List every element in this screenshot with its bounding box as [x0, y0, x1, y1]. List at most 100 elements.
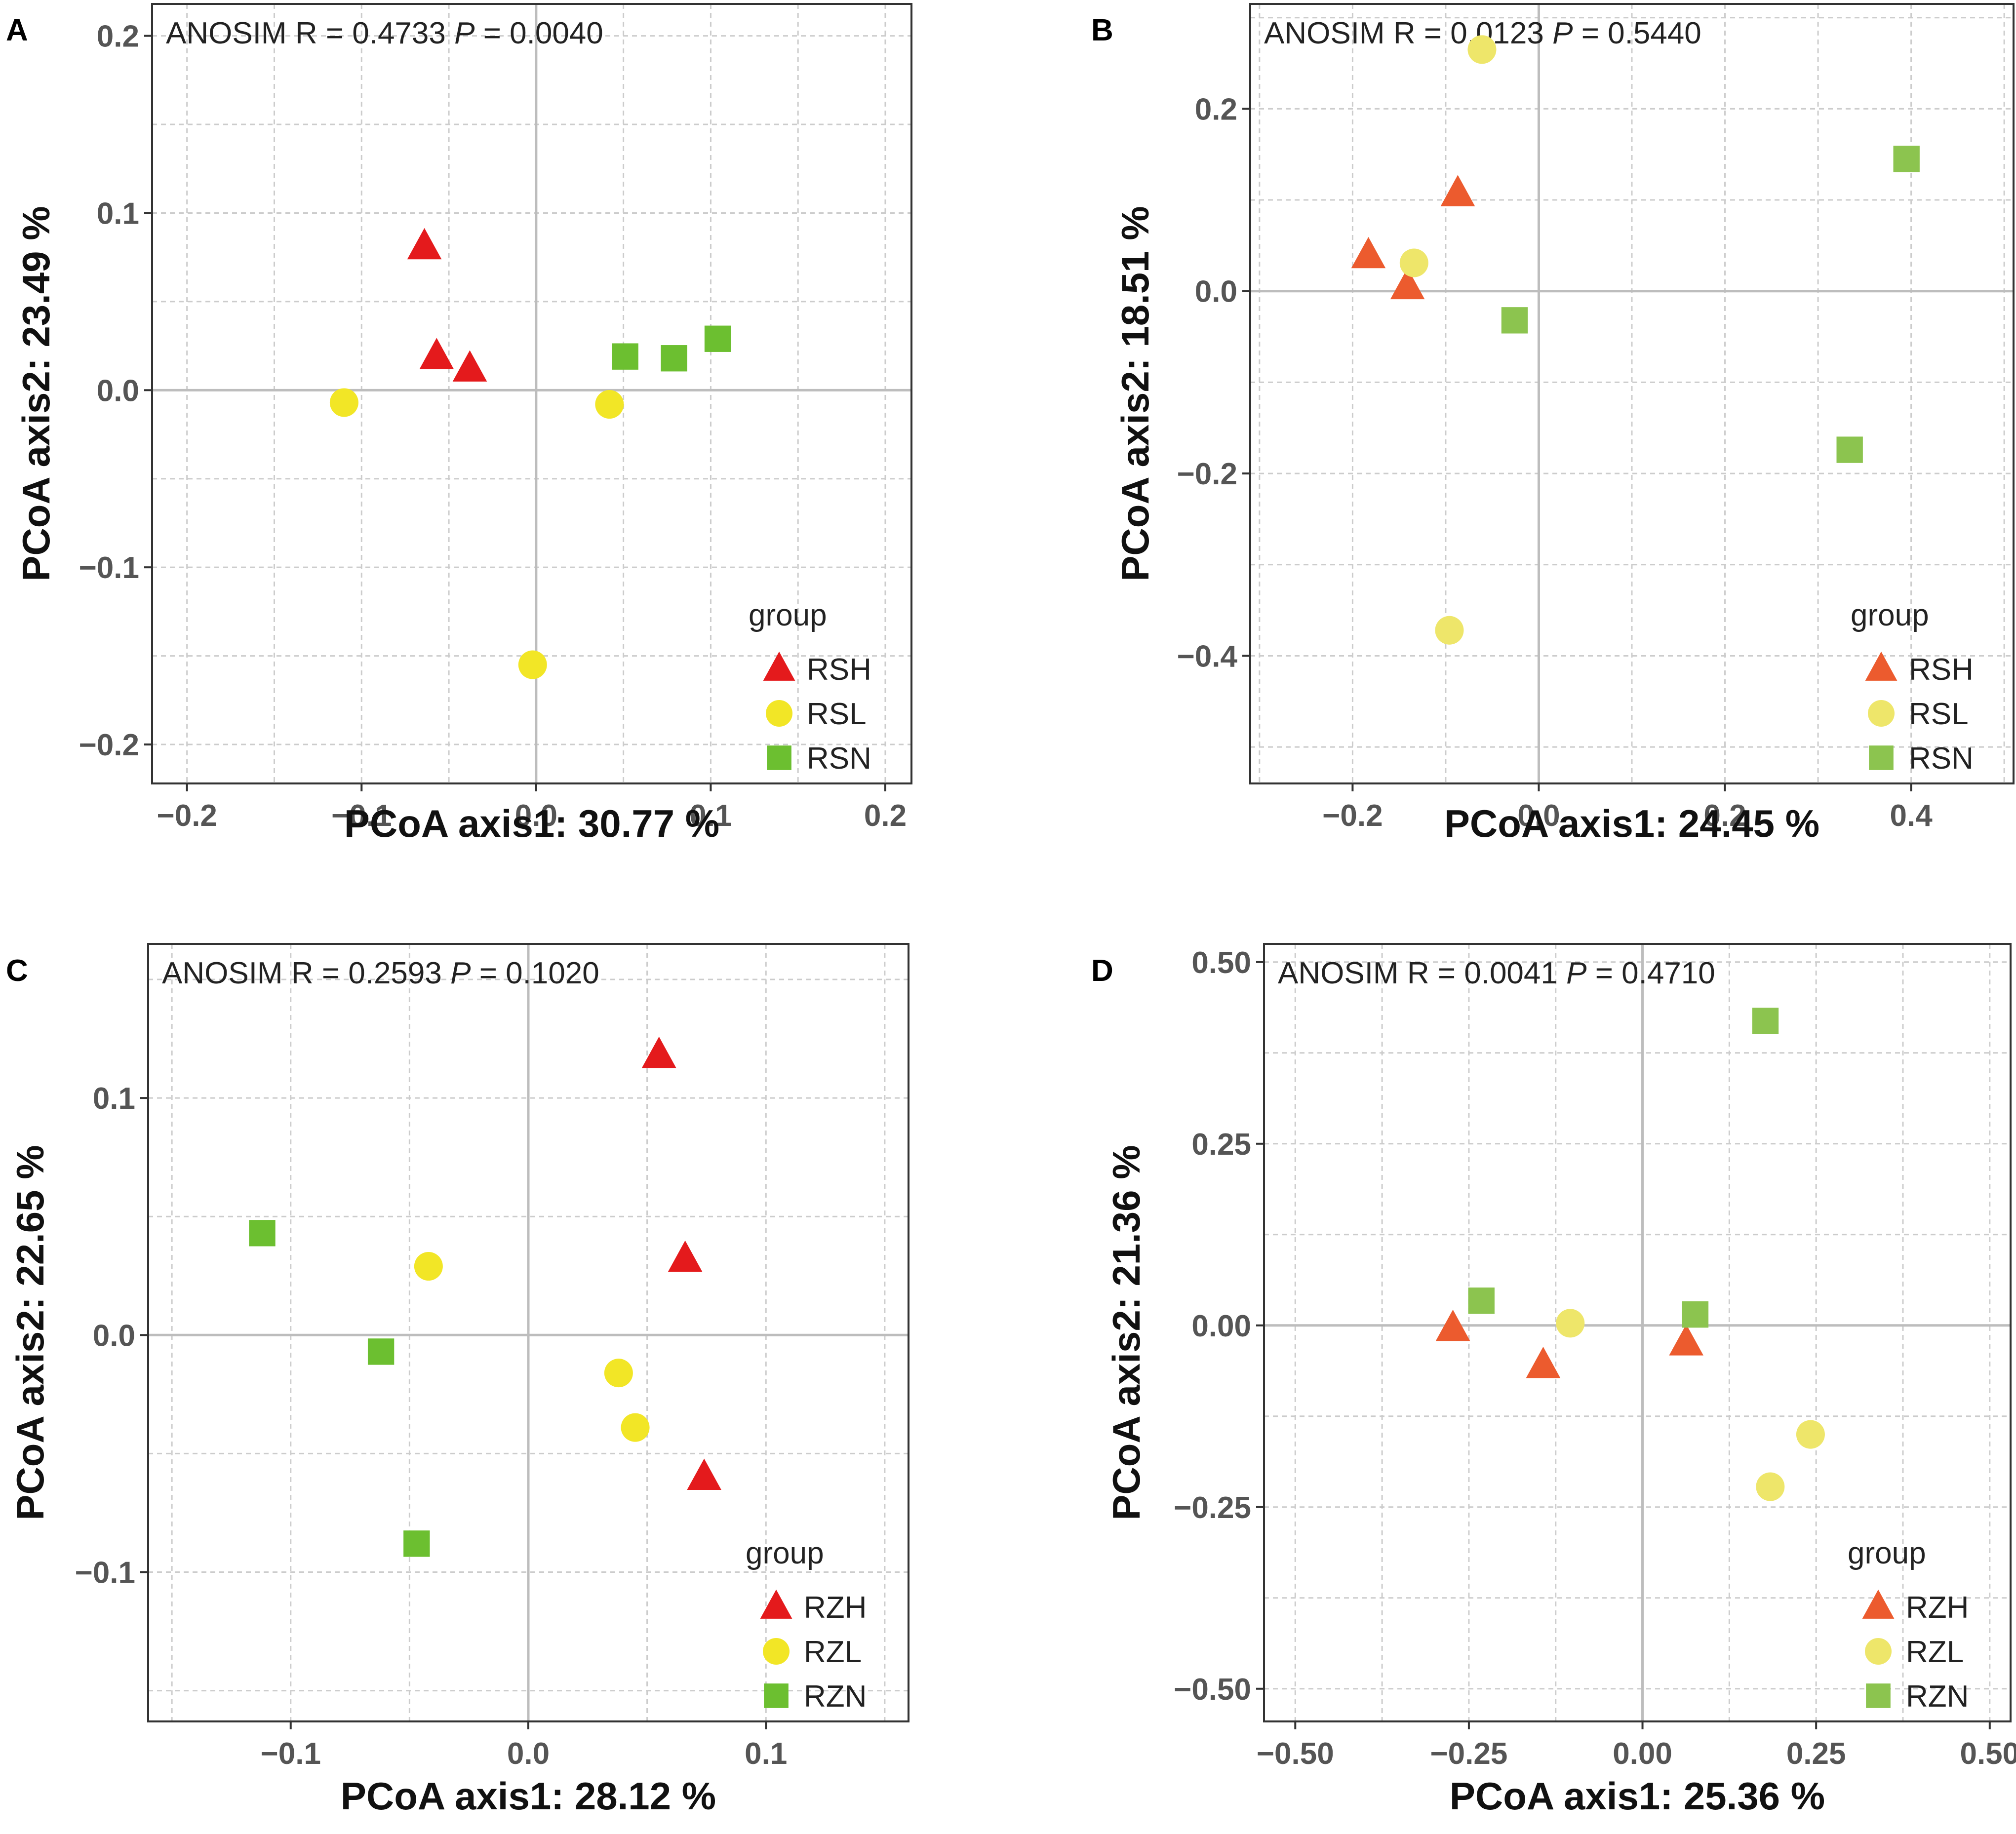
y-tick-label: 0.1 — [97, 196, 139, 231]
point-rsh — [452, 350, 487, 382]
x-axis-label: PCoA axis1: 28.12 % — [341, 1774, 716, 1818]
point-rzl — [1556, 1309, 1585, 1338]
legend-label-rzl: RZL — [804, 1635, 862, 1669]
data-points — [1351, 35, 1920, 645]
anosim-label: ANOSIM — [1264, 16, 1393, 50]
x-tick-label: 0.4 — [1890, 799, 1933, 833]
legend-key-rsh — [1865, 651, 1897, 681]
point-rzh — [687, 1458, 721, 1490]
y-tick-label: 0.0 — [93, 1319, 135, 1353]
y-tick-label: 0.50 — [1191, 946, 1251, 980]
x-tick-label: 0.0 — [515, 799, 557, 833]
y-tick-label: −0.1 — [79, 551, 139, 585]
legend-key-rsl — [1868, 700, 1895, 727]
legend-key-rzh — [760, 1589, 792, 1619]
point-rzn — [1682, 1301, 1709, 1328]
legend: group RSH RSL RSN — [749, 598, 871, 776]
legend-label-rsn: RSN — [807, 741, 871, 776]
point-rsh — [1390, 268, 1425, 300]
point-rzh — [668, 1240, 703, 1272]
axis-ticks: −0.2 0.0 0.2 0.4 −0.4 −0.2 0.0 0.2 — [1177, 92, 1933, 833]
y-tick-label: −0.2 — [79, 728, 139, 762]
plot-frame — [1249, 3, 2015, 784]
legend-label-rzn: RZN — [804, 1679, 867, 1714]
legend-key-rzl — [763, 1638, 790, 1665]
point-rzh — [1435, 1309, 1470, 1341]
data-points — [249, 1036, 721, 1557]
point-rsn — [612, 343, 638, 370]
point-rzh — [641, 1036, 676, 1068]
point-rzn — [1468, 1288, 1495, 1314]
point-rsn — [661, 345, 687, 372]
anosim-label: ANOSIM — [166, 16, 295, 50]
axis-ticks: −0.50 −0.25 0.00 0.25 0.50 −0.50 −0.25 0.00 0.25… — [1174, 946, 2016, 1771]
point-rzl — [414, 1252, 443, 1281]
y-tick-label: 0.00 — [1191, 1309, 1251, 1343]
x-axis-label: PCoA axis1: 25.36 % — [1450, 1774, 1825, 1818]
x-tick-label: −0.1 — [261, 1737, 321, 1771]
legend-title: group — [749, 598, 827, 632]
y-axis-label: PCoA axis2: 18.51 % — [1113, 206, 1157, 581]
y-tick-label: 0.1 — [93, 1082, 135, 1116]
legend-title: group — [746, 1536, 824, 1570]
anosim-annotation: ANOSIM R = 0.0041 P = 0.4710 — [1278, 956, 1715, 990]
x-tick-label: −0.2 — [157, 799, 217, 833]
y-tick-label: 0.0 — [1195, 275, 1237, 309]
y-axis-label: PCoA axis2: 23.49 % — [14, 206, 58, 581]
x-tick-label: 0.2 — [864, 799, 907, 833]
point-rsn — [1893, 146, 1920, 172]
x-tick-label: −0.25 — [1430, 1737, 1507, 1771]
panel-d: −0.50 −0.25 0.00 0.25 0.50 −0.50 −0.25 0.00 0.25… — [1091, 943, 2016, 1818]
point-rsh — [1351, 236, 1386, 269]
legend-label-rsn: RSN — [1909, 741, 1974, 776]
data-points — [1435, 1008, 1825, 1501]
plot-frame — [1263, 943, 2012, 1722]
plot-background — [1264, 944, 2011, 1721]
y-tick-label: −0.50 — [1174, 1673, 1251, 1707]
point-rzl — [604, 1359, 633, 1388]
y-axis-label: PCoA axis2: 22.65 % — [8, 1145, 52, 1520]
legend-key-rzh — [1862, 1589, 1895, 1619]
x-tick-label: 0.2 — [1703, 799, 1746, 833]
axis-ticks: −0.2 −0.1 0.0 0.1 0.2 −0.2 −0.1 0.0 0.1 0.2 — [79, 20, 907, 833]
y-tick-label: −0.4 — [1177, 639, 1238, 673]
point-rzl — [1796, 1420, 1825, 1449]
point-rzh — [1526, 1346, 1561, 1378]
anosim-annotation: ANOSIM R = 0.4733 P = 0.0040 — [166, 16, 603, 50]
legend-label-rzh: RZH — [1906, 1591, 1969, 1625]
x-tick-label: −0.2 — [1322, 799, 1383, 833]
anosim-annotation: ANOSIM R = 0.2593 P = 0.1020 — [162, 956, 599, 990]
point-rsn — [1501, 307, 1528, 334]
y-tick-label: 0.2 — [97, 20, 139, 54]
x-tick-label: −0.50 — [1257, 1737, 1334, 1771]
x-tick-label: −0.1 — [331, 799, 392, 833]
x-tick-label: 0.1 — [745, 1737, 787, 1771]
anosim-p-value: = 0.0040 — [474, 16, 603, 50]
x-tick-label: 0.1 — [689, 799, 732, 833]
x-tick-label: 0.0 — [1517, 799, 1560, 833]
legend-title: group — [1851, 598, 1929, 632]
legend-key-rzl — [1865, 1638, 1892, 1665]
legend-key-rsh — [763, 651, 795, 681]
plot-frame — [151, 3, 912, 784]
panel-letter: C — [6, 954, 28, 988]
y-tick-label: −0.2 — [1177, 457, 1237, 491]
point-rzn — [1752, 1008, 1779, 1034]
point-rsn — [1836, 436, 1863, 463]
y-tick-label: −0.25 — [1174, 1491, 1251, 1525]
point-rsh — [1440, 175, 1475, 206]
point-rzh — [1669, 1324, 1703, 1356]
y-tick-label: −0.1 — [75, 1556, 135, 1590]
legend: group RZH RZL RZN — [1848, 1536, 1969, 1714]
legend-label-rsh: RSH — [807, 653, 871, 687]
anosim-annotation: ANOSIM R = 0.0123 P = 0.5440 — [1264, 16, 1701, 50]
legend-label-rsl: RSL — [1909, 697, 1969, 731]
legend-label-rsl: RSL — [807, 697, 867, 731]
legend-key-rsl — [766, 700, 792, 727]
point-rsl — [518, 650, 547, 679]
panel-a: −0.2 −0.1 0.0 0.1 0.2 −0.2 −0.1 0.0 0.1 0.2 PCoA a… — [6, 3, 912, 845]
panel-letter: B — [1091, 13, 1113, 47]
legend-label-rzh: RZH — [804, 1591, 867, 1625]
